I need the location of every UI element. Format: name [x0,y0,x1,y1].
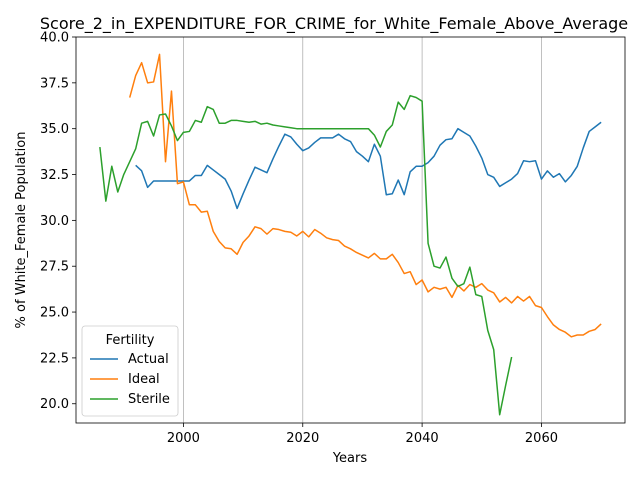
y-tick-label: 20.0 [40,397,69,412]
y-axis: 20.0 22.5 25.0 27.5 30.0 32.5 35.0 37.5 40.0 [40,31,76,412]
x-tick-label: 2000 [167,431,200,446]
y-axis-label: % of White_Female Population [14,132,29,329]
legend-label-sterile: Sterile [128,392,170,407]
series-line-sterile [99,94,513,416]
x-tick-label: 2060 [525,431,558,446]
x-axis-label: Years [332,451,368,466]
legend-box [81,325,179,417]
y-tick-label: 27.5 [40,260,69,275]
y-tick-label: 35.0 [40,122,69,137]
y-tick-label: 32.5 [40,168,69,183]
series-lines [99,53,602,416]
y-tick-label: 30.0 [40,214,69,229]
plot-frame [75,36,626,424]
y-tick-label: 40.0 [40,31,69,46]
legend: Fertility Actual Ideal Sterile [81,325,179,417]
y-tick-label: 37.5 [40,76,69,91]
series-line-actual [135,121,602,210]
series-line-ideal [128,53,602,338]
x-tick-label: 2040 [406,431,439,446]
legend-label-actual: Actual [128,352,169,367]
x-tick-label: 2020 [286,431,319,446]
y-tick-label: 25.0 [40,306,69,321]
chart-title: Score_2_in_EXPENDITURE_FOR_CRIME_for_Whi… [40,14,628,34]
legend-title: Fertility [106,333,155,348]
legend-label-ideal: Ideal [128,372,160,387]
x-axis: 2000 2020 2040 2060 [167,423,558,446]
y-tick-label: 22.5 [40,351,69,366]
